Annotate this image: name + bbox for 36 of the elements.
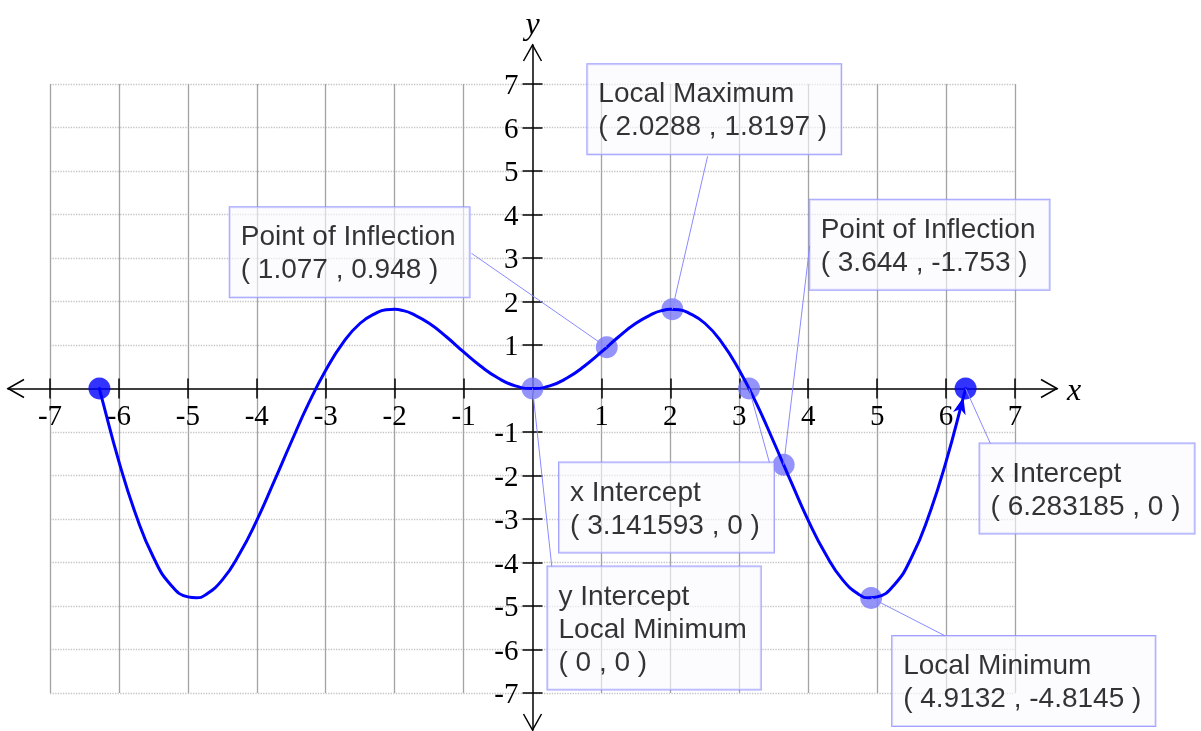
- y-tick-label: 6: [504, 111, 519, 144]
- x-tick-label: -4: [244, 399, 270, 431]
- y-tick-label: 7: [504, 68, 519, 100]
- annotation: Point of Inflection ( 3.644 , -1.753 ): [820, 212, 1036, 277]
- annotation: Local Maximum ( 2.0288 , 1.8197 ): [598, 77, 828, 142]
- y-tick-label: 2: [504, 285, 519, 318]
- x-tick-label: -5: [175, 399, 200, 431]
- y-tick-label: -2: [494, 459, 519, 492]
- y-tick-label: -5: [494, 590, 519, 622]
- x-tick-label: -3: [313, 399, 338, 431]
- y-tick-label: 3: [504, 242, 519, 274]
- y-tick-label: -6: [494, 633, 519, 666]
- y-tick-label: 4: [504, 198, 519, 231]
- y-tick-label: -4: [494, 546, 519, 579]
- y-tick-label: -7: [494, 677, 519, 709]
- y-tick-label: 1: [504, 329, 519, 361]
- x-tick-label: 6: [938, 399, 954, 431]
- x-tick-label: -7: [37, 399, 63, 431]
- x-tick-label: -6: [106, 399, 132, 431]
- y-tick-label: -3: [494, 503, 519, 535]
- annotation: x Intercept ( 3.141593 , 0 ): [570, 475, 760, 540]
- x-tick-label: -2: [382, 399, 407, 431]
- x-tick-label: 7: [1007, 399, 1023, 431]
- x-tick-label: 4: [800, 399, 816, 431]
- x-tick-label: 1: [594, 399, 609, 431]
- x-axis-title: x: [1066, 370, 1082, 407]
- annotation: Point of Inflection ( 1.077 , 0.948 ): [240, 220, 456, 285]
- annotation: y Intercept Local Minimum ( 0 , 0 ): [558, 579, 747, 677]
- annotation: Local Minimum ( 4.9132 , -4.8145 ): [903, 648, 1142, 713]
- x-tick-label: 5: [869, 399, 885, 431]
- y-tick-label: 5: [504, 155, 519, 187]
- x-tick-label: -1: [451, 399, 476, 431]
- x-tick-label: 2: [663, 399, 678, 431]
- x-tick-label: 3: [732, 399, 747, 431]
- y-axis-title: y: [522, 5, 541, 41]
- annotation: x Intercept ( 6.283185 , 0 ): [990, 456, 1181, 521]
